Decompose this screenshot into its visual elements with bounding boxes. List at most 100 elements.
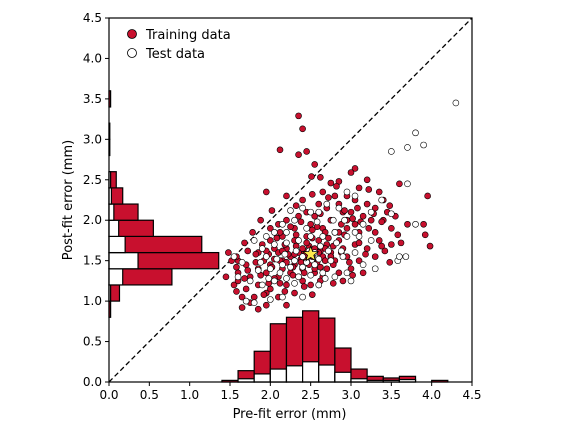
training-point [233, 288, 240, 295]
training-point [297, 218, 305, 226]
test-point [307, 271, 314, 279]
x-tick-label: 0.5 [140, 388, 159, 402]
training-point [289, 271, 297, 279]
training-point [325, 234, 332, 242]
training-point [378, 242, 385, 250]
training-point [311, 161, 319, 168]
test-point [267, 265, 274, 273]
training-point [371, 229, 379, 236]
test-point [327, 257, 335, 264]
test-point [338, 247, 345, 255]
training-point [241, 239, 248, 247]
training-point [283, 216, 290, 224]
test-point [420, 141, 427, 149]
training-point [329, 280, 337, 287]
test-point [271, 241, 278, 248]
training-point [244, 247, 252, 255]
test-point [307, 208, 314, 216]
training-point [378, 218, 385, 226]
training-point [267, 237, 274, 244]
test-point [319, 269, 327, 277]
training-point [331, 192, 339, 200]
test-point [323, 200, 331, 208]
training-point [238, 293, 246, 301]
test-point [343, 269, 351, 277]
training-point [299, 196, 306, 204]
test-point [250, 237, 258, 244]
training-point [365, 186, 373, 193]
training-point [242, 285, 250, 293]
test-point [396, 253, 403, 260]
x-axis-label: Pre-fit error (mm) [233, 407, 347, 422]
training-point [291, 289, 298, 297]
training-point [295, 212, 302, 220]
test-point [292, 247, 300, 255]
test-point [295, 237, 302, 244]
training-point [303, 239, 310, 247]
test-point [307, 233, 314, 240]
training-point [262, 301, 270, 309]
test-point [287, 263, 294, 271]
test-point [325, 247, 332, 255]
test-point [351, 249, 359, 256]
training-point [308, 191, 316, 198]
training-point [327, 179, 335, 187]
training-point [363, 176, 371, 184]
training-point [349, 271, 356, 279]
y-axis-label: Post-fit error (mm) [61, 140, 76, 260]
test-point [287, 207, 294, 214]
x-tick-label: 1.0 [180, 388, 199, 402]
test-point [388, 148, 395, 155]
test-point [291, 257, 298, 264]
training-point [346, 258, 353, 266]
training-point [257, 216, 264, 224]
test-point [246, 277, 254, 285]
identity-reference-line [108, 17, 473, 383]
test-point [404, 144, 411, 151]
training-point [333, 182, 340, 190]
y-tick-label: 1.5 [83, 254, 102, 268]
hist-x-bar-test [302, 361, 320, 383]
legend-label-training: Training data [145, 28, 231, 43]
training-point [252, 250, 260, 258]
training-point [315, 200, 323, 208]
training-point [367, 216, 375, 224]
y-tick-label: 3.5 [83, 92, 102, 106]
x-tick-label: 2.5 [301, 388, 320, 402]
training-point [396, 180, 403, 188]
training-point [262, 269, 270, 277]
test-point [315, 281, 323, 289]
test-point [331, 273, 339, 281]
points-layer [222, 99, 460, 313]
test-point [388, 210, 395, 218]
training-point [268, 207, 276, 214]
training-point [323, 265, 331, 273]
training-point [397, 239, 405, 247]
training-point [351, 165, 359, 172]
training-point [283, 281, 290, 289]
training-point [359, 212, 367, 220]
test-point [238, 258, 246, 266]
training-point [375, 188, 383, 196]
test-point [273, 255, 281, 263]
hist-x-bar-test [269, 368, 288, 383]
test-point [254, 267, 262, 274]
training-point [230, 281, 238, 289]
test-point [355, 233, 363, 240]
training-point [394, 231, 402, 239]
training-point [300, 269, 308, 277]
x-tick-label: 1.5 [220, 388, 239, 402]
test-point [311, 261, 319, 269]
y-tick-label: 1.0 [83, 294, 102, 308]
test-point [319, 233, 327, 240]
training-point [365, 225, 373, 232]
training-point [222, 273, 230, 281]
training-point [276, 280, 284, 287]
training-point [363, 200, 371, 208]
test-point [283, 229, 290, 236]
training-point [388, 241, 395, 248]
training-point [359, 269, 367, 277]
training-point [343, 225, 351, 232]
hist-x-bar-test [334, 371, 352, 383]
test-point [234, 273, 242, 281]
